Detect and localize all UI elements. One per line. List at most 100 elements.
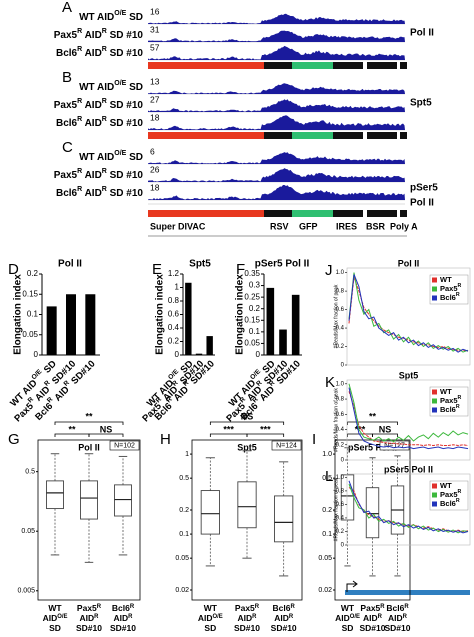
track-label-part: SD #10 <box>107 170 144 181</box>
y-tick-label: 0.2 <box>249 304 261 313</box>
track-side-label: pSer5 <box>410 183 438 194</box>
x-tick-label-part: WT <box>341 603 355 613</box>
x-tick-label-part: R <box>380 604 385 610</box>
track-label-part: SD #10 <box>107 188 144 199</box>
track-label-part: AID <box>82 170 102 181</box>
y-tick-label: 0.05 <box>22 330 38 339</box>
track-label: Bcl6R AIDR SD #10 <box>56 186 143 198</box>
panel-letter: G <box>8 431 20 448</box>
x-tick-label-part: R <box>97 604 102 610</box>
bar <box>66 294 76 355</box>
y-tick-label: 0.1 <box>179 531 189 538</box>
legend-label: WT <box>440 481 452 490</box>
gene-segment <box>148 210 264 217</box>
gene-segment <box>264 132 292 139</box>
x-tick-label: SD <box>49 623 61 633</box>
legend-label-part: R <box>456 404 460 410</box>
x-tick-label-part: AID <box>335 613 350 623</box>
y-tick-label: 0.4 <box>336 516 345 522</box>
x-tick-label: AIDO/E <box>43 613 68 623</box>
track-label-part: SD <box>126 82 143 93</box>
x-tick-label-part: O/E <box>57 614 67 620</box>
bar <box>291 294 300 355</box>
y-tick-label: 0.4 <box>168 323 180 332</box>
significance-bracket <box>347 421 398 425</box>
x-tick-label-part: SD <box>204 623 216 633</box>
x-tick-label-part: AID <box>80 613 95 623</box>
x-tick-label: WT <box>48 603 62 613</box>
x-tick-label: Pax5R <box>77 603 102 613</box>
significance-label: NS <box>379 424 392 434</box>
gene-segment <box>333 62 363 69</box>
x-tick-label: SD <box>342 623 354 633</box>
y-tick-label: 1.0 <box>336 270 345 276</box>
x-tick-label-part: O/E <box>350 614 360 620</box>
chart-title: Pol II <box>398 258 420 268</box>
series-line <box>348 277 469 352</box>
track-label-part: AID <box>82 100 102 111</box>
y-tick-label: 0.2 <box>322 507 332 514</box>
x-tick-label-part: R <box>27 396 35 404</box>
panel-letter: J <box>325 262 333 279</box>
gene-label: IRES <box>336 221 357 231</box>
x-tick-label: Pax5R <box>235 603 260 613</box>
x-tick-label-part: AID <box>198 613 213 623</box>
x-tick-label: WT <box>204 603 218 613</box>
legend-swatch <box>432 277 437 283</box>
bar <box>279 329 287 355</box>
series-line <box>348 480 469 534</box>
gene-body-bar <box>345 590 470 595</box>
legend-label-part: R <box>456 292 460 298</box>
track-label: Pax5R AIDR SD #10 <box>54 98 144 110</box>
legend-label: Pax5R <box>440 489 462 499</box>
track-max: 13 <box>150 76 160 86</box>
y-tick-label: 0.4 <box>336 326 345 332</box>
y-tick-label: 0.1 <box>249 327 261 336</box>
x-tick-label: Bcl6R <box>112 603 135 613</box>
x-tick-label: SD#10 <box>360 623 386 633</box>
track-signal <box>148 45 405 60</box>
y-tick-label: 0 <box>341 543 345 549</box>
significance-bracket <box>88 433 124 437</box>
track-max: 26 <box>150 164 160 174</box>
y-tick-label: 0 <box>34 350 39 359</box>
x-tick-label-part: R <box>155 396 163 404</box>
y-tick-label: 0.2 <box>27 269 39 278</box>
y-tick-label: 0 <box>256 350 261 359</box>
x-tick-label-part: SD <box>342 623 354 633</box>
chart-title: Spt5 <box>237 442 257 452</box>
track-label-part: R <box>77 98 82 105</box>
x-tick-label: SD#10 <box>76 623 102 633</box>
track-label-part: WT AID <box>79 12 114 23</box>
x-tick-label-part: R <box>255 604 260 610</box>
x-tick-label-part: AID <box>114 613 129 623</box>
x-tick-label: AIDR <box>363 613 383 623</box>
box <box>200 490 220 535</box>
y-axis-label: #Reads/Max fraction of peak <box>333 388 339 452</box>
gene-segment <box>400 62 407 69</box>
track-label-part: SD #10 <box>107 30 144 41</box>
chart-title: pSer5 Pol II <box>255 259 310 270</box>
x-tick-label-part: Pax5 <box>235 603 255 613</box>
y-axis-label: Elongation index <box>155 274 166 355</box>
legend-swatch <box>432 492 437 498</box>
n-label: N=127 <box>384 443 405 450</box>
n-label-box <box>271 440 302 451</box>
x-tick-label-part: R <box>128 614 133 620</box>
significance-bracket <box>246 433 285 437</box>
track-label-part: Pax5 <box>54 170 78 181</box>
significance-label: ** <box>369 411 377 421</box>
track-label-part: R <box>102 168 107 175</box>
x-tick-label-part: R <box>289 614 294 620</box>
y-tick-label: 0.35 <box>244 269 260 278</box>
gene-segment <box>148 132 264 139</box>
track-signal <box>148 13 405 24</box>
x-tick-label: AIDO/E <box>335 613 360 623</box>
gene-segment <box>292 132 333 139</box>
y-tick-label: 0.1 <box>27 310 39 319</box>
x-tick-label-part: R <box>46 396 54 404</box>
track-max: 16 <box>150 6 160 16</box>
x-tick-label: AIDR <box>114 613 134 623</box>
x-tick-label: SD#10 <box>385 623 411 633</box>
x-tick-label: SD#10 <box>110 623 136 633</box>
